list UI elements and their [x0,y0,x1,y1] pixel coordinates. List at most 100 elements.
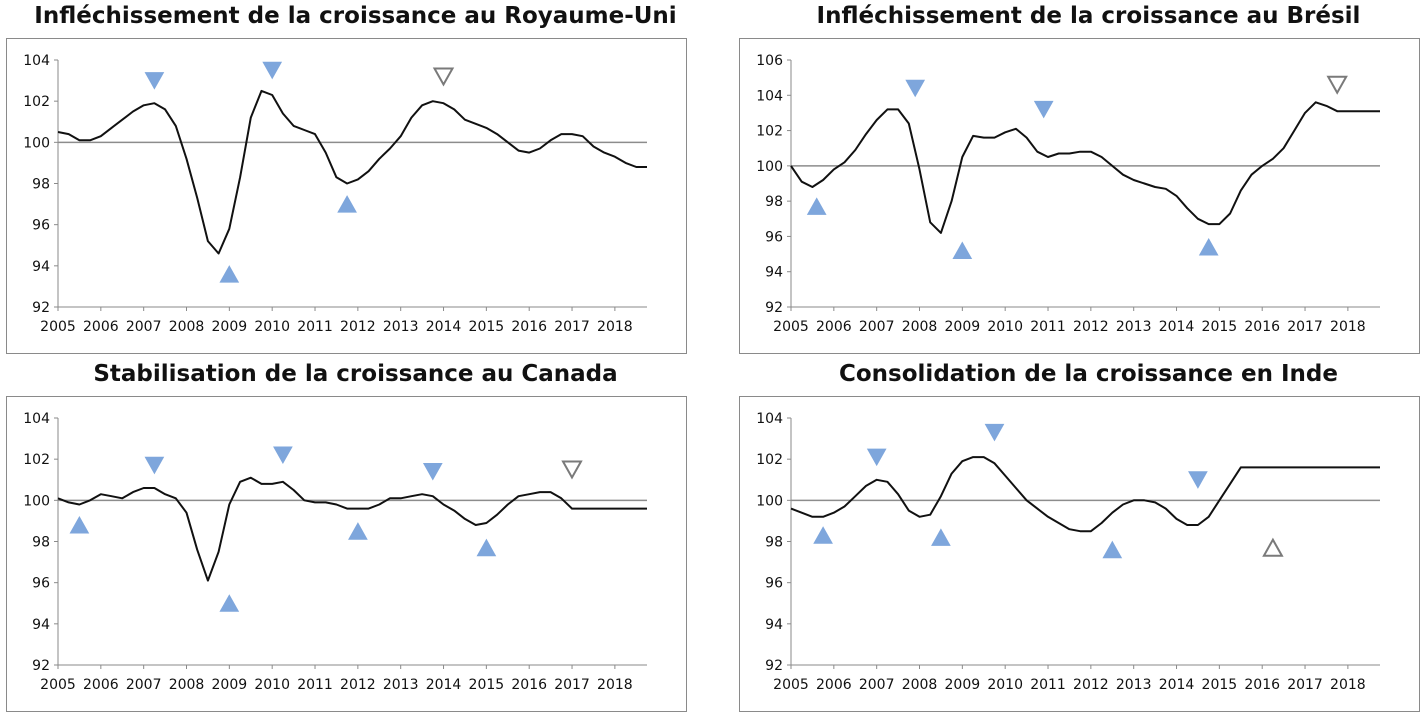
x-tick-label: 2010 [987,319,1023,335]
x-tick-label: 2011 [297,319,333,335]
x-tick-label: 2009 [212,677,248,693]
y-tick-label: 94 [32,617,50,633]
x-tick-label: 2013 [383,319,419,335]
x-tick-label: 2005 [40,677,76,693]
turning-point-marker-down [422,463,443,481]
x-tick-label: 2010 [987,677,1023,693]
x-tick-label: 2006 [83,319,119,335]
turning-point-marker-down [144,456,165,475]
x-tick-label: 2011 [297,677,333,693]
turning-point-marker-down-outline [561,460,583,480]
turning-point-marker-up [1198,237,1219,256]
turning-point-marker-down [866,448,887,467]
chart-title: Infléchissement de la croissance au Roya… [34,3,677,29]
chart-title: Stabilisation de la croissance au Canada [93,361,618,387]
chart-title: Consolidation de la croissance en Inde [839,361,1338,387]
turning-point-marker-down [262,61,283,80]
x-tick-label: 2018 [597,677,633,693]
chart-panel-canada: Stabilisation de la croissance au Canada… [0,358,711,716]
y-tick-label: 104 [756,411,783,427]
y-tick-label: 106 [756,53,783,69]
y-tick-label: 104 [23,411,50,427]
x-tick-label: 2018 [1330,677,1366,693]
x-tick-label: 2014 [1159,677,1195,693]
x-tick-label: 2007 [126,319,162,335]
x-tick-label: 2010 [254,677,290,693]
turning-point-marker-up [952,241,973,259]
x-tick-label: 2005 [773,319,809,335]
x-tick-label: 2015 [1202,319,1238,335]
x-tick-label: 2013 [1116,677,1152,693]
series-line [790,456,1380,533]
plot-frame [739,396,1420,712]
x-tick-label: 2017 [1287,319,1323,335]
y-tick-label: 100 [756,159,783,175]
x-tick-label: 2012 [340,319,376,335]
y-tick-label: 98 [32,177,50,193]
x-tick-label: 2015 [469,319,505,335]
x-tick-label: 2005 [40,319,76,335]
chart-panel-brazil: Infléchissement de la croissance au Brés… [733,0,1422,358]
turning-point-marker-down-outline [1326,75,1348,95]
x-tick-label: 2008 [169,677,205,693]
y-tick-label: 100 [23,493,50,509]
x-tick-label: 2010 [254,319,290,335]
chart-plot-brazil: 92 94 96 98 100 102 104 106 2005 2006 2007 2008 2009… [756,53,1380,335]
turning-point-marker-up [337,195,357,213]
x-tick-label: 2009 [212,319,248,335]
y-tick-label: 98 [32,535,50,551]
x-tick-label: 2016 [511,677,547,693]
y-tick-label: 96 [32,576,50,592]
turning-point-marker-up [219,265,240,283]
chart-panel-india: Consolidation de la croissance en Inde 9… [733,358,1422,716]
turning-point-marker-up [348,522,368,540]
x-tick-label: 2017 [554,677,590,693]
turning-point-marker-up [1102,540,1123,559]
x-tick-label: 2008 [169,319,205,335]
turning-point-marker-down [984,423,1005,442]
x-tick-label: 2012 [1073,319,1109,335]
x-tick-label: 2012 [340,677,376,693]
y-tick-label: 92 [765,300,783,316]
turning-point-marker-up [69,515,90,534]
chart-panel-uk: Infléchissement de la croissance au Roya… [0,0,711,358]
x-tick-label: 2018 [1330,319,1366,335]
y-tick-label: 102 [23,452,50,468]
x-tick-label: 2013 [383,677,419,693]
turning-point-marker-up [806,197,827,215]
x-tick-label: 2008 [902,319,938,335]
series-line [790,101,1380,234]
y-tick-label: 92 [765,658,783,674]
y-tick-label: 94 [765,265,783,281]
y-tick-label: 98 [765,194,783,210]
turning-point-marker-up [476,538,497,557]
x-tick-label: 2016 [1244,319,1280,335]
chart-plot-uk: 92 94 96 98 100 102 104 2005 2006 2007 2008 2009 201… [23,53,647,335]
x-tick-label: 2017 [1287,677,1323,693]
y-tick-label: 104 [23,53,50,69]
y-tick-label: 100 [756,493,783,509]
chart-plot-india: 92 94 96 98 100 102 104 2005 2006 2007 2008 2009 201… [756,411,1380,693]
turning-point-marker-down [1188,471,1208,489]
y-tick-label: 92 [32,658,50,674]
y-tick-label: 104 [756,88,783,104]
series-line [57,476,647,582]
turning-point-marker-up [813,526,833,544]
y-tick-label: 100 [23,135,50,151]
turning-point-marker-down [144,72,165,90]
y-tick-label: 102 [756,452,783,468]
plot-frame [6,396,687,712]
turning-point-marker-up [931,528,951,546]
x-tick-label: 2015 [1202,677,1238,693]
x-tick-label: 2007 [859,319,895,335]
y-tick-label: 96 [32,218,50,234]
x-tick-label: 2008 [902,677,938,693]
x-tick-label: 2016 [511,319,547,335]
turning-point-marker-down [905,79,926,98]
y-tick-label: 94 [32,259,50,275]
turning-point-marker-down-outline [432,67,455,87]
y-tick-label: 98 [765,535,783,551]
turning-point-marker-down [1033,100,1054,119]
x-tick-label: 2011 [1030,677,1066,693]
x-tick-label: 2018 [597,319,633,335]
